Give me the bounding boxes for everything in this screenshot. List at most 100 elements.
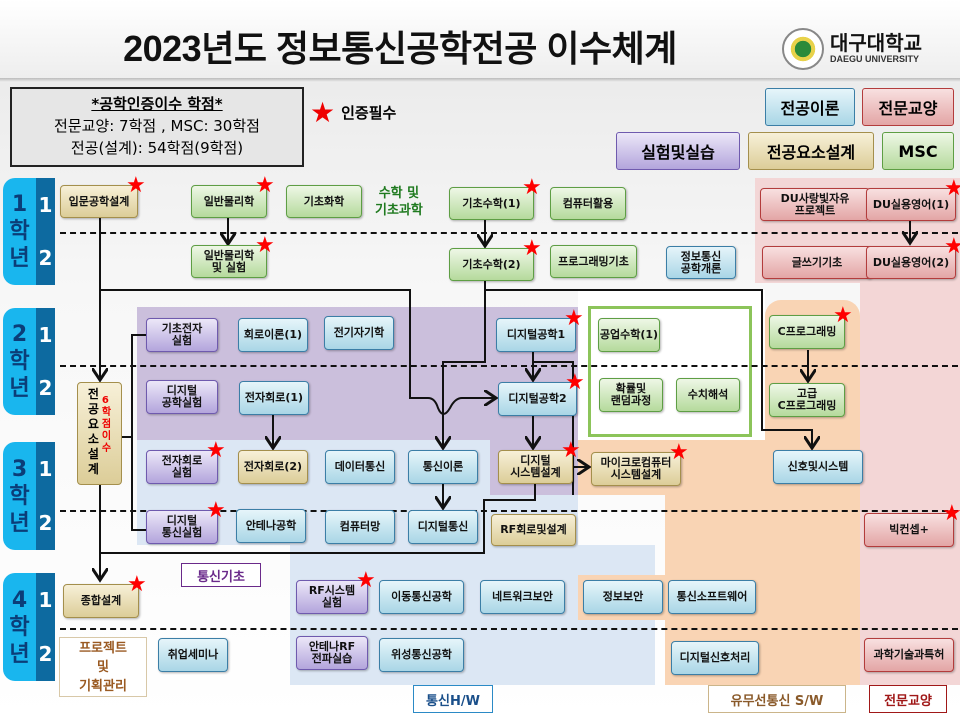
course-name: 전기자기학 <box>333 326 385 339</box>
course-name: 디지털 통신실험 <box>161 514 203 539</box>
course-box[interactable]: 디지털 공학실험 <box>146 380 218 414</box>
course-box[interactable]: 종합설계 <box>63 584 139 618</box>
course-box[interactable]: 빅컨셉+ <box>864 513 954 547</box>
course-box[interactable]: 이동통신공학 <box>379 580 464 614</box>
course-box[interactable]: 고급 C프로그래밍 <box>769 383 845 417</box>
required-star-icon: ★ <box>565 370 585 395</box>
course-name: 공업수학(1) <box>599 328 659 341</box>
course-box[interactable]: 확률및 랜덤과정 <box>599 378 663 412</box>
group-label-sw: 유무선통신 S/W <box>708 685 846 713</box>
course-box[interactable]: 프로그래밍기초 <box>550 245 637 278</box>
course-box[interactable]: 안테나RF 전파실습 <box>296 636 368 670</box>
course-box[interactable]: 통신이론 <box>408 450 478 484</box>
course-box[interactable]: DU사랑빛자유 프로젝트 <box>760 188 870 221</box>
course-box[interactable]: 일반물리학 <box>191 185 267 218</box>
logo-name-en: DAEGU UNIVERSITY <box>830 54 920 64</box>
course-name: 확률및 랜덤과정 <box>610 382 652 407</box>
course-box[interactable]: 글쓰기기초 <box>762 246 872 279</box>
course-box[interactable]: 디지털 통신실험 <box>146 510 218 544</box>
page-title: 2023년도 정보통신공학전공 이수체계 <box>123 28 677 69</box>
course-box[interactable]: 수치해석 <box>676 378 740 412</box>
course-box[interactable]: 공업수학(1) <box>598 318 660 352</box>
course-box[interactable]: RF시스템 실험 <box>296 580 368 614</box>
course-box[interactable]: 전자회로(1) <box>239 381 309 415</box>
course-box[interactable]: 디지털통신 <box>408 510 478 544</box>
credits-line-2: 전공(설계): 54학점(9학점) <box>70 139 244 157</box>
course-box[interactable]: 디지털 시스템설계 <box>498 450 573 484</box>
course-box[interactable]: 기초수학(1) <box>449 187 534 220</box>
legend-theory: 전공이론 <box>765 88 855 126</box>
course-box[interactable]: C프로그래밍 <box>769 315 845 349</box>
course-box[interactable]: 기초화학 <box>286 185 362 218</box>
logo-name-ko: 대구대학교 <box>830 33 922 55</box>
course-box[interactable]: 마이크로컴퓨터 시스템설계 <box>591 452 681 486</box>
course-box[interactable]: 정보보안 <box>583 580 663 614</box>
course-box[interactable]: 컴퓨터망 <box>325 510 395 544</box>
semester-divider <box>60 510 958 512</box>
course-box[interactable]: 일반물리학 및 실험 <box>191 245 267 278</box>
course-name: DU사랑빛자유 프로젝트 <box>780 191 850 217</box>
course-name: 통신소프트웨어 <box>676 590 748 603</box>
legend-liberal: 전문교양 <box>862 88 954 126</box>
required-star-icon: ★ <box>206 438 226 463</box>
required-star-icon: ★ <box>522 236 542 261</box>
course-box[interactable]: 통신소프트웨어 <box>668 580 756 614</box>
course-box[interactable]: 전기자기학 <box>324 316 394 350</box>
course-box[interactable]: 기초수학(2) <box>449 248 534 281</box>
university-logo: 대구대학교 DAEGU UNIVERSITY <box>782 24 952 74</box>
course-name: 컴퓨터활용 <box>562 196 614 210</box>
required-star-icon: ★ <box>564 306 584 331</box>
course-name: 종합설계 <box>80 594 122 607</box>
design-elements-label: 전 공 요 소 설 계 <box>87 387 99 476</box>
course-name: 디지털통신 <box>417 520 469 533</box>
course-name: 고급 C프로그래밍 <box>777 387 837 412</box>
course-box[interactable]: 전자회로 실험 <box>146 450 218 484</box>
course-box[interactable]: 컴퓨터활용 <box>550 187 626 220</box>
course-box[interactable]: 데이터통신 <box>325 450 395 484</box>
course-name: 네트워크보안 <box>492 590 553 603</box>
credits-heading: *공학인증이수 학점* <box>91 95 223 113</box>
course-name: C프로그래밍 <box>777 325 837 338</box>
course-box[interactable]: DU실용영어(1) <box>866 188 956 221</box>
course-box[interactable]: 디지털공학2 <box>498 382 577 416</box>
legend-design: 전공요소설계 <box>748 132 874 170</box>
course-name: 글쓰기기초 <box>791 255 843 269</box>
course-name: 전자회로(1) <box>244 391 304 404</box>
group-label-comm-basics: 통신기초 <box>181 563 261 587</box>
design-credits-label: 6 학 점 이 수 <box>101 395 112 454</box>
course-name: 수치해석 <box>687 388 729 401</box>
course-name: 컴퓨터망 <box>339 520 381 533</box>
course-box[interactable]: RF회로및설계 <box>491 514 576 546</box>
semester-divider <box>60 232 958 234</box>
course-box[interactable]: 안테나공학 <box>236 509 306 543</box>
course-name: 입문공학설계 <box>68 194 130 208</box>
course-name: 일반물리학 및 실험 <box>203 248 255 274</box>
course-box[interactable]: 디지털공학1 <box>496 318 576 352</box>
course-box[interactable]: 과학기술과특허 <box>864 638 954 672</box>
course-box[interactable]: 기초전자 실험 <box>146 318 218 352</box>
course-box[interactable]: 입문공학설계 <box>60 185 138 218</box>
course-name: 마이크로컴퓨터 시스템설계 <box>600 456 672 481</box>
course-box[interactable]: 회로이론(1) <box>238 318 308 352</box>
course-box[interactable]: 위성통신공학 <box>379 638 464 672</box>
required-star-icon: ★ <box>942 501 960 526</box>
course-design-elements[interactable]: 전 공 요 소 설 계 6 학 점 이 수 <box>77 382 122 485</box>
required-star-icon: ★ <box>206 498 226 523</box>
course-box[interactable]: 네트워크보안 <box>480 580 565 614</box>
group-label-comm-hw: 통신H/W <box>413 685 493 713</box>
required-star-icon: ★ <box>522 175 542 200</box>
course-box[interactable]: 신호및시스템 <box>773 450 863 484</box>
required-star-icon: ★ <box>944 234 960 259</box>
course-box[interactable]: 취업세미나 <box>158 638 228 672</box>
course-name: 이동통신공학 <box>391 590 452 603</box>
course-name: 통신이론 <box>422 460 464 473</box>
course-box[interactable]: 전자회로(2) <box>238 450 308 484</box>
course-box[interactable]: 디지털신호처리 <box>671 641 759 675</box>
semester-divider <box>60 365 958 367</box>
course-name: 데이터통신 <box>334 460 386 473</box>
course-box[interactable]: 정보통신 공학개론 <box>666 246 736 279</box>
course-box[interactable]: DU실용영어(2) <box>866 246 956 279</box>
